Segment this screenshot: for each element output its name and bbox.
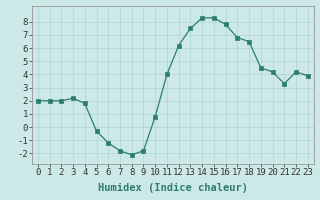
X-axis label: Humidex (Indice chaleur): Humidex (Indice chaleur) — [98, 183, 248, 193]
